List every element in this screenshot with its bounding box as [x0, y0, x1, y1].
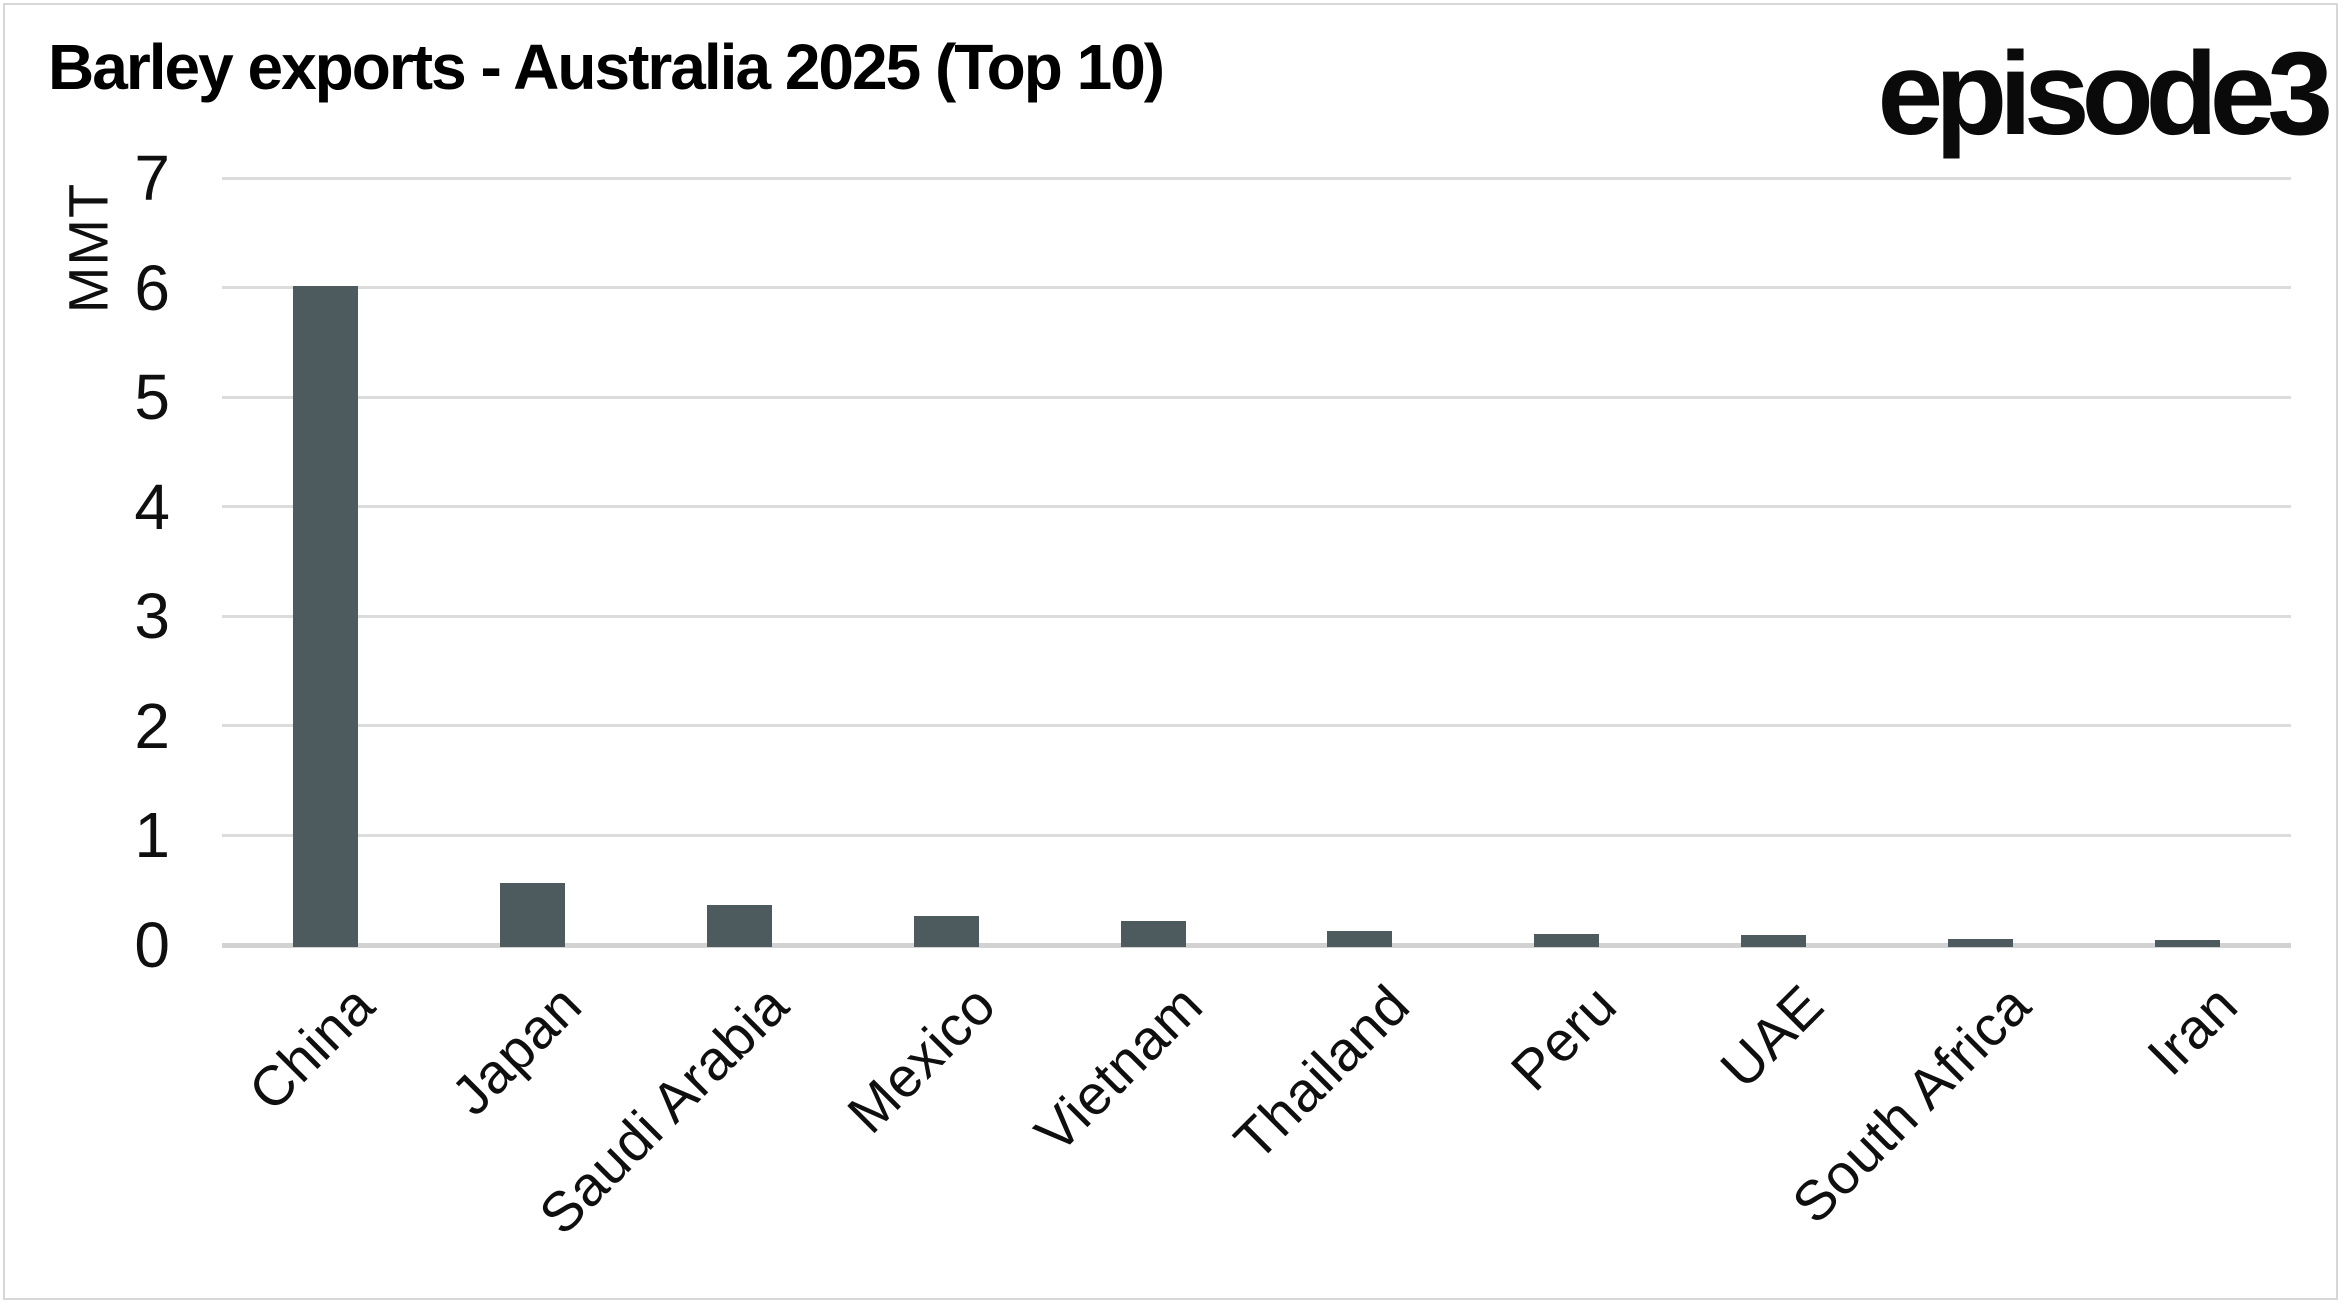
bar-peru [1534, 933, 1600, 947]
x-tick-label-uae: UAE [1708, 972, 1907, 1100]
gridline [222, 724, 2291, 728]
x-tick-label-text: China [236, 972, 387, 1123]
bar-saudi-arabia [706, 905, 772, 947]
gridline [222, 176, 2291, 180]
gridline [222, 833, 2291, 837]
y-tick-label: 2 [134, 689, 170, 762]
bar-iran [2155, 940, 2221, 947]
gridline [222, 395, 2291, 399]
x-tick-label-text: UAE [1707, 972, 1836, 1100]
bar-japan [499, 883, 565, 947]
episode3-logo: episode3 [1877, 28, 2333, 160]
x-axis-baseline [222, 943, 2291, 948]
x-tick-label-japan: Japan [439, 972, 703, 1127]
y-tick-label: 4 [134, 470, 170, 543]
x-tick-label-peru: Peru [1498, 972, 1703, 1103]
y-tick-label: 7 [134, 142, 170, 214]
bar-south-africa [1948, 939, 2014, 947]
bar-china [292, 286, 358, 947]
plot-area [222, 176, 2291, 948]
x-tick-label-iran: Iran [2135, 972, 2303, 1087]
y-tick-label: 5 [134, 361, 170, 434]
gridline [222, 286, 2291, 290]
x-tick-label-china: China [237, 972, 490, 1123]
bar-mexico [913, 916, 979, 947]
bar-vietnam [1120, 920, 1186, 947]
gridline [222, 614, 2291, 618]
y-tick-label: 6 [134, 251, 170, 324]
gridline [222, 505, 2291, 509]
y-tick-label: 0 [134, 909, 170, 981]
chart-title: Barley exports - Australia 2025 (Top 10) [48, 31, 1165, 103]
bar-thailand [1327, 930, 1393, 947]
bar-uae [1741, 934, 1807, 947]
y-tick-label: 3 [134, 580, 170, 653]
y-tick-label: 1 [134, 799, 170, 872]
